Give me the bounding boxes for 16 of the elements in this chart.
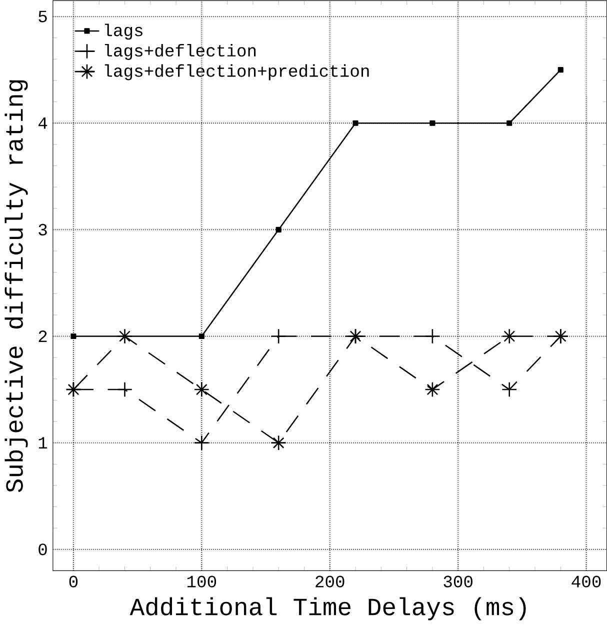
y-tick-label: 3 (38, 224, 47, 236)
x-tick-label: 100 (187, 576, 216, 588)
legend-label: lags+deflection+prediction (104, 64, 369, 80)
y-tick-label: 1 (38, 437, 47, 448)
legend-label: lags (104, 24, 142, 40)
y-tick-label: 2 (38, 330, 47, 342)
x-tick-label: 400 (572, 576, 600, 588)
x-axis-title: Additional Time Delays (ms) (130, 597, 526, 620)
y-tick-label: 0 (38, 544, 47, 556)
x-tick-label: 300 (444, 576, 472, 588)
x-tick-label: 0 (69, 576, 78, 588)
legend-label: lags+deflection (104, 44, 256, 60)
y-axis-title: Subjective difficulty rating (4, 80, 28, 492)
x-tick-label: 200 (315, 576, 344, 588)
y-tick-label: 5 (38, 10, 47, 22)
y-tick-label: 4 (38, 117, 47, 129)
